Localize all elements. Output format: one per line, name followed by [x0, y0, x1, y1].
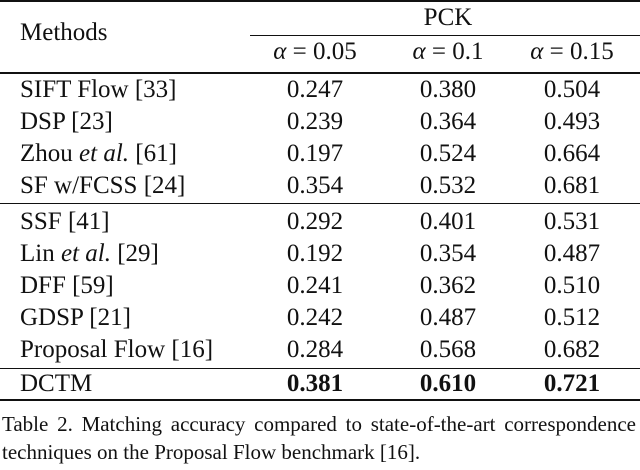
- bottom-rule: [0, 399, 640, 401]
- alpha-symbol: α: [412, 38, 426, 65]
- alpha-symbol: α: [530, 38, 544, 65]
- alpha-header-2: α = 0.1: [383, 37, 513, 67]
- alpha-value: = 0.05: [286, 38, 357, 65]
- group-rule-2: [0, 368, 640, 369]
- method-name: Lin et al. [29]: [20, 240, 159, 267]
- pck-value: 0.524: [419, 140, 477, 167]
- pck-value: 0.664: [543, 140, 601, 167]
- pck-value: 0.512: [543, 304, 601, 331]
- pck-value: 0.192: [286, 240, 344, 267]
- alpha-symbol: α: [273, 38, 287, 65]
- method-name: SIFT Flow [33]: [20, 76, 177, 103]
- method-name: SF w/FCSS [24]: [20, 172, 186, 199]
- alpha-value: = 0.15: [543, 38, 614, 65]
- pck-value: 0.531: [543, 208, 601, 235]
- group-rule-1: [0, 203, 640, 204]
- pck-value: 0.682: [543, 336, 601, 363]
- table-caption: Table 2. Matching accuracy compared to s…: [2, 412, 636, 464]
- pck-value: 0.487: [543, 240, 601, 267]
- header-rule: [0, 72, 640, 74]
- pck-value: 0.380: [419, 76, 477, 103]
- pck-value-best: 0.381: [286, 370, 344, 397]
- pck-value: 0.362: [419, 272, 477, 299]
- method-name: DFF [59]: [20, 272, 114, 299]
- pck-value: 0.239: [286, 108, 344, 135]
- pck-value-best: 0.610: [419, 370, 477, 397]
- pck-value: 0.510: [543, 272, 601, 299]
- alpha-header-3: α = 0.15: [507, 37, 637, 67]
- method-name: Zhou et al. [61]: [20, 140, 177, 167]
- method-name: GDSP [21]: [20, 304, 131, 331]
- pck-value: 0.681: [543, 172, 601, 199]
- pck-value: 0.504: [543, 76, 601, 103]
- pck-header: PCK: [423, 4, 473, 31]
- pck-value: 0.568: [419, 336, 477, 363]
- pck-value: 0.241: [286, 272, 344, 299]
- pck-value: 0.242: [286, 304, 344, 331]
- method-name: SSF [41]: [20, 208, 110, 235]
- top-rule: [0, 0, 640, 2]
- method-name: DCTM: [20, 370, 93, 397]
- method-name: DSP [23]: [20, 108, 113, 135]
- alpha-value: = 0.1: [425, 38, 484, 65]
- pck-value: 0.292: [286, 208, 344, 235]
- method-name: Proposal Flow [16]: [20, 336, 214, 363]
- pck-value: 0.354: [419, 240, 477, 267]
- pck-value: 0.493: [543, 108, 601, 135]
- pck-value: 0.487: [419, 304, 477, 331]
- methods-header: Methods: [20, 19, 108, 46]
- pck-value: 0.247: [286, 76, 344, 103]
- pck-underline: [250, 35, 640, 36]
- pck-value: 0.532: [419, 172, 477, 199]
- pck-value-best: 0.721: [543, 370, 601, 397]
- pck-value: 0.364: [419, 108, 477, 135]
- alpha-header-1: α = 0.05: [250, 37, 380, 67]
- pck-value: 0.401: [419, 208, 477, 235]
- pck-value: 0.197: [286, 140, 344, 167]
- pck-value: 0.354: [286, 172, 344, 199]
- pck-value: 0.284: [286, 336, 344, 363]
